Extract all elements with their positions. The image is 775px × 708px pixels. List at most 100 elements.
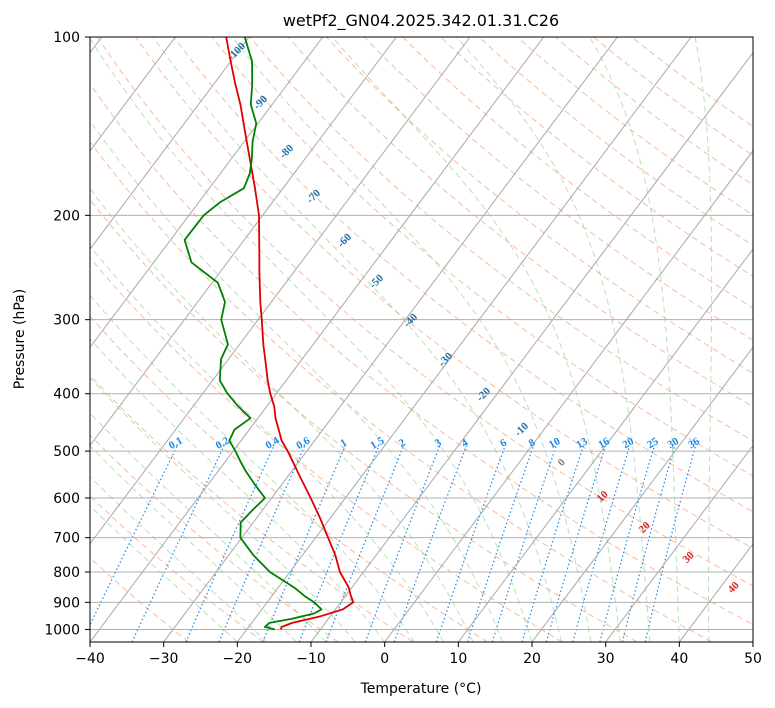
dry-adiabat (249, 37, 753, 442)
mixing-ratio-label: 1.5 (368, 434, 386, 452)
isotherm-line (90, 37, 471, 545)
mixing-ratio-label: 1 (338, 437, 349, 450)
moist-adiabat (152, 37, 562, 642)
mixing-ratio-label: 20 (620, 435, 636, 451)
x-tick-label: 0 (380, 651, 389, 667)
isotherm-line (90, 37, 250, 250)
moist-adiabat (90, 412, 327, 642)
x-tick-label: −10 (296, 651, 326, 667)
y-tick-label: 400 (53, 387, 80, 403)
isotherm-line (90, 37, 397, 447)
isotherm-label: -50 (367, 272, 386, 291)
mixing-ratio-line (218, 445, 306, 642)
mixing-ratio-label: 3 (433, 437, 444, 450)
isotherm-label: -90 (251, 93, 270, 112)
mixing-ratio-label: 10 (547, 435, 563, 451)
y-tick-label: 300 (53, 313, 80, 329)
isotherm-line (531, 346, 753, 642)
isotherm-line (384, 150, 753, 642)
mixing-ratio-label: 16 (596, 435, 612, 451)
isotherm-line (678, 542, 753, 642)
x-tick-label: 30 (597, 651, 615, 667)
moist-adiabat (456, 37, 651, 642)
mixing-ratio-label: 2 (397, 436, 408, 449)
y-tick-label: 600 (53, 491, 80, 507)
x-tick-label: −20 (223, 651, 253, 667)
moist-adiabat (589, 37, 680, 642)
mixing-ratio-line (298, 445, 380, 642)
y-tick-label: 900 (53, 595, 80, 611)
dry-adiabat (90, 141, 712, 642)
y-tick-label: 1000 (44, 622, 80, 638)
moist-adiabat (90, 338, 386, 642)
moist-adiabat (231, 37, 592, 642)
mixing-ratio-lines (90, 445, 697, 642)
mixing-ratio-line (325, 445, 405, 642)
moist-adiabat (90, 377, 356, 642)
mixing-ratio-line (491, 445, 557, 642)
mixing-ratio-line (185, 445, 275, 642)
y-axis-ticks: 100 200 300 400 500 600 700 800 900 1000 (44, 30, 90, 638)
isotherm-label: -30 (436, 350, 455, 369)
moist-adiabat (90, 37, 533, 642)
isotherm-label: -20 (474, 385, 493, 404)
x-tick-label: 20 (523, 651, 541, 667)
x-axis-ticks: −40 −30 −20 −10 0 10 20 30 40 50 (75, 642, 762, 667)
isotherm-label: 0 (555, 456, 568, 469)
mixing-ratio-label: 6 (498, 436, 509, 449)
dry-adiabats (90, 37, 753, 642)
mixing-ratio-line (90, 445, 178, 627)
isotherm-label: 10 (595, 488, 612, 505)
dry-adiabat (96, 37, 753, 587)
dry-adiabat (90, 495, 264, 642)
moist-adiabat (90, 245, 445, 642)
x-tick-label: −30 (149, 651, 179, 667)
mixing-ratio-label: 0.6 (294, 434, 312, 452)
isotherm-line (90, 37, 324, 349)
mixing-ratio-line (644, 445, 697, 642)
mixing-ratio-line (393, 445, 467, 642)
moist-adiabat (90, 120, 503, 642)
mixing-ratio-line (131, 445, 225, 642)
dry-adiabat (173, 37, 753, 513)
profiles (183, 37, 355, 631)
x-tick-label: −40 (75, 651, 105, 667)
mixing-ratio-line (466, 445, 535, 642)
dry-adiabat (440, 37, 753, 278)
mixing-ratio-line (599, 445, 655, 642)
mixing-ratio-label: 36 (686, 435, 702, 451)
isotherm-line (752, 641, 753, 642)
x-tick-label: 10 (449, 651, 467, 667)
dry-adiabat (90, 83, 753, 625)
mixing-ratio-label: 8 (527, 437, 538, 450)
dry-adiabat (364, 37, 753, 341)
dry-adiabat (90, 374, 414, 642)
mixing-ratio-line (364, 445, 441, 642)
mixing-ratio-label: 4 (459, 436, 470, 449)
isotherm-label: -70 (304, 187, 323, 206)
isobars (90, 37, 753, 630)
moist-adiabat (90, 505, 238, 642)
isotherm-line (457, 248, 753, 642)
y-tick-label: 100 (53, 30, 80, 46)
y-axis-label: Pressure (hPa) (12, 289, 28, 389)
mixing-ratio-labels: 0.1 0.2 0.4 0.6 1 1.5 2 3 4 6 8 10 13 16 20 25 30 36 (167, 434, 702, 452)
isotherm-label: -60 (335, 231, 354, 250)
isotherm-label: -40 (401, 311, 420, 330)
isotherm-line (605, 444, 753, 642)
dry-adiabat (325, 37, 753, 374)
dry-adiabat (516, 37, 753, 216)
mixing-ratio-line (262, 445, 346, 642)
dewpoint-profile (183, 37, 323, 631)
x-axis-label: Temperature (°C) (360, 681, 482, 697)
dry-adiabat (478, 37, 753, 247)
isotherm-label: -10 (512, 420, 531, 439)
y-tick-label: 500 (53, 444, 80, 460)
isotherm-line (310, 51, 753, 642)
moist-adiabat (90, 445, 297, 642)
mixing-ratio-label: 0.2 (214, 434, 232, 452)
plot-area: -100-90-80-70-60-50-40-30-20-10010203040… (90, 37, 753, 642)
isotherm-label: -80 (277, 142, 296, 161)
dry-adiabat (135, 37, 753, 550)
mixing-ratio-label: 25 (645, 435, 661, 451)
